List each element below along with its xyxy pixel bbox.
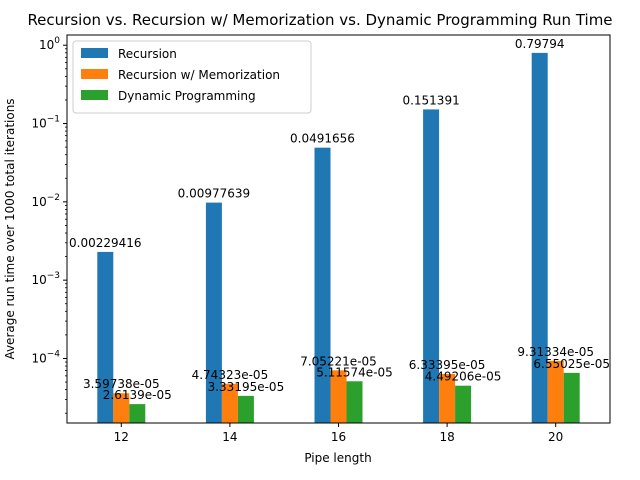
data-label: 6.33395e-05: [409, 358, 486, 372]
bars-group: [97, 52, 580, 424]
y-tick-exponent: −2: [47, 193, 60, 203]
y-tick-exponent: −4: [47, 349, 61, 359]
data-label: 0.0491656: [290, 132, 355, 146]
data-label: 4.49206e-05: [425, 370, 502, 384]
data-label: 5.11574e-05: [316, 365, 393, 379]
data-label: 7.05221e-05: [300, 354, 377, 368]
data-label: 0.79794: [515, 37, 565, 51]
data-label: 0.00977639: [178, 187, 251, 201]
legend-swatch: [81, 69, 108, 79]
data-label: 3.59738e-05: [83, 377, 160, 391]
legend-label: Recursion w/ Memorization: [118, 68, 280, 82]
y-axis-label: Average run time over 1000 total iterati…: [3, 98, 17, 359]
legend-box: [72, 40, 312, 114]
bar: [563, 372, 580, 423]
bar: [531, 52, 548, 424]
data-label: 0.151391: [402, 93, 459, 107]
data-label: 3.33195e-05: [208, 380, 285, 394]
x-tick-label: 18: [439, 430, 454, 444]
bar: [221, 383, 238, 423]
x-axis-ticks: 12 14 16 18 20: [114, 423, 563, 444]
y-tick-exponent: −1: [47, 115, 60, 125]
x-axis-label: Pipe length: [304, 451, 371, 465]
x-tick-label: 14: [222, 430, 237, 444]
bar: [547, 360, 564, 423]
bar: [423, 109, 440, 423]
legend: Recursion Recursion w/ Memorization Dynami…: [72, 40, 312, 114]
data-label: 4.74323e-05: [192, 368, 269, 382]
chart-title: Recursion vs. Recursion w/ Memorization …: [27, 11, 612, 29]
data-label: 9.31334e-05: [517, 345, 594, 359]
data-label: 0.00229416: [69, 236, 142, 250]
bar: [439, 374, 456, 423]
data-label: 2.6139e-05: [103, 388, 172, 402]
bar: [346, 381, 363, 423]
bar: [97, 251, 114, 423]
y-tick-exponent: 0: [54, 36, 60, 46]
legend-swatch: [81, 90, 108, 100]
data-label: 6.55025e-05: [533, 357, 610, 371]
legend-label: Dynamic Programming: [118, 89, 256, 103]
bar: [314, 147, 331, 423]
x-tick-label: 12: [114, 430, 129, 444]
data-labels-group: 0.00229416 0.00977639 0.0491656 0.151391 0.7…: [69, 37, 610, 402]
bar: [205, 202, 222, 423]
legend-label: Recursion: [118, 47, 177, 61]
legend-swatch: [81, 48, 108, 58]
x-tick-label: 16: [331, 430, 346, 444]
bar: [455, 385, 472, 423]
y-tick-exponent: −3: [47, 271, 60, 281]
bar: [237, 395, 254, 423]
bar: [129, 404, 146, 423]
bar: [113, 393, 130, 423]
x-tick-label: 20: [548, 430, 563, 444]
bar: [330, 370, 347, 423]
